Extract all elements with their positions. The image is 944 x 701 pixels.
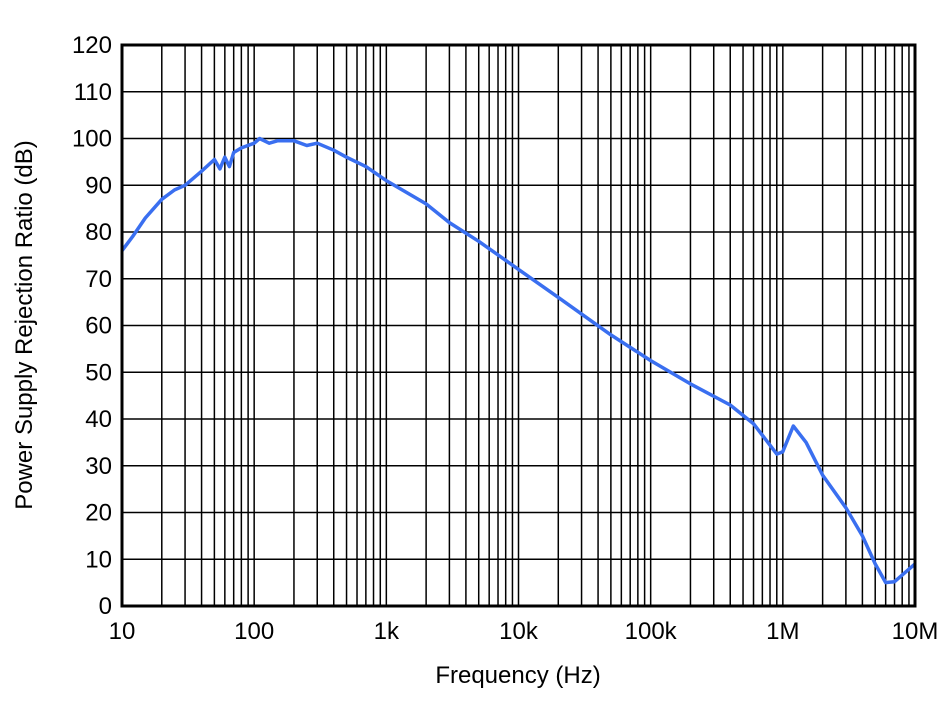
y-tick-label: 60 — [85, 313, 112, 340]
x-tick-label: 100 — [234, 618, 274, 645]
y-axis-label: Power Supply Rejection Ratio (dB) — [11, 140, 38, 510]
x-axis-label: Frequency (Hz) — [435, 662, 600, 689]
y-tick-label: 90 — [85, 172, 112, 199]
x-tick-label: 1k — [374, 618, 400, 645]
y-tick-label: 40 — [85, 406, 112, 433]
y-tick-label: 120 — [72, 32, 112, 59]
y-tick-label: 0 — [99, 593, 112, 620]
y-tick-label: 80 — [85, 219, 112, 246]
y-tick-label: 110 — [74, 79, 112, 106]
x-tick-label: 10k — [499, 618, 539, 645]
x-tick-label: 1M — [766, 618, 799, 645]
y-tick-label: 50 — [85, 359, 112, 386]
y-tick-label: 70 — [85, 266, 112, 293]
y-tick-label: 20 — [85, 500, 112, 527]
x-tick-label: 100k — [625, 618, 678, 645]
x-tick-label: 10M — [892, 618, 939, 645]
tick-labels: 10 100 1k 10k 100k 1M 10M010203040506070809010… — [72, 32, 938, 645]
y-tick-label: 10 — [85, 546, 112, 573]
x-tick-label: 10 — [109, 618, 136, 645]
plot-frame — [120, 43, 917, 608]
y-tick-label: 100 — [72, 126, 112, 153]
y-tick-label: 30 — [85, 453, 112, 480]
grid — [121, 44, 915, 607]
series-line-psrr — [120, 136, 917, 585]
